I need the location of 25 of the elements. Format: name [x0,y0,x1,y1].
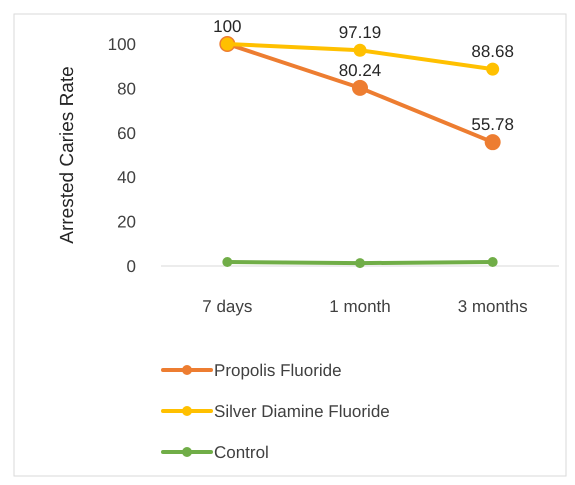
point [222,257,232,268]
data-label: 88.68 [471,42,514,62]
y-tick-label: 80 [117,79,136,98]
y-axis-title: Arrested Caries Rate [57,66,78,244]
data-label: 80.24 [338,60,382,80]
legend-label: Silver Diamine Fluoride [214,402,390,421]
point [484,134,501,150]
x-tick-label: 1 month [329,297,391,316]
point [486,62,500,76]
y-tick-label: 40 [117,168,136,188]
data-label: 100 [213,17,242,36]
legend-label: Control [214,442,269,462]
y-tick-label: 0 [126,256,136,276]
data-label: 97.19 [338,23,382,42]
point [355,258,365,268]
point [352,80,368,96]
legend-label: Propolis Fluoride [214,360,342,380]
x-tick-label: 7 days [202,297,252,316]
y-tick-label: 100 [108,34,136,54]
x-tick-label: 3 months [458,297,528,316]
data-label: 55.78 [471,115,514,134]
point [354,44,366,57]
y-tick-label: 60 [117,124,136,143]
y-tick-label: 20 [117,212,136,232]
point [488,257,498,268]
